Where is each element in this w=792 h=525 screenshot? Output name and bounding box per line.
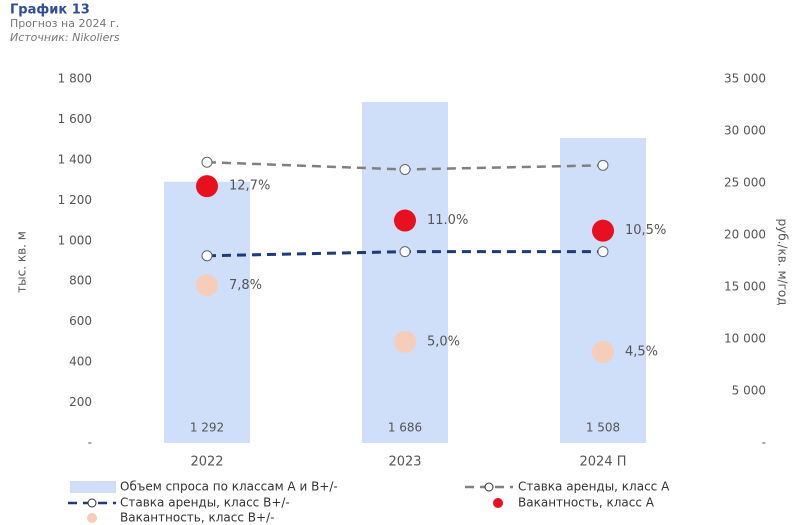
vacancy-dot xyxy=(394,330,416,353)
bar-value-label: 1 292 xyxy=(190,421,224,435)
vacancy-dot xyxy=(196,175,218,198)
chart-subtitle: Прогноз на 2024 г. xyxy=(10,17,119,30)
y2-axis-label: руб./кв. м/год xyxy=(776,219,790,306)
y2-tick-label: - xyxy=(762,436,766,450)
x-tick-label: 2024 П xyxy=(580,455,627,470)
y-tick-label: 1 600 xyxy=(58,112,92,126)
bar xyxy=(362,102,448,443)
legend-label: Вакантность, класс В+/- xyxy=(120,511,274,525)
y2-tick-label: 25 000 xyxy=(724,176,766,190)
vacancy-dot xyxy=(592,341,614,363)
legend-swatch xyxy=(493,498,503,508)
legend-swatch xyxy=(70,481,116,493)
y-tick-label: 800 xyxy=(69,274,92,288)
bar-value-label: 1 686 xyxy=(388,421,422,435)
legend-label: Ставка аренды, класс А xyxy=(518,480,670,494)
legend-label: Вакантность, класс А xyxy=(518,496,655,510)
y2-tick-label: 10 000 xyxy=(724,332,766,346)
vacancy-dot xyxy=(592,219,614,242)
bar-value-label: 1 508 xyxy=(586,421,620,435)
chart-title: График 13 xyxy=(10,3,90,18)
rent-marker xyxy=(201,156,213,168)
legend-label: Объем спроса по классам А и В+/- xyxy=(120,480,338,494)
vacancy-label: 7,8% xyxy=(229,278,262,293)
y2-tick-label: 20 000 xyxy=(724,228,766,242)
legend-marker xyxy=(484,482,494,492)
y-tick-label: 1 800 xyxy=(58,72,92,86)
vacancy-label: 12,7% xyxy=(229,179,270,194)
x-tick-label: 2023 xyxy=(388,455,421,470)
legend-marker xyxy=(87,498,97,508)
x-tick-label: 2022 xyxy=(190,455,223,470)
bar xyxy=(560,138,646,443)
y2-tick-label: 5 000 xyxy=(732,384,766,398)
y-tick-label: 1 400 xyxy=(58,152,92,166)
legend-label: Ставка аренды, класс В+/- xyxy=(120,496,290,510)
rent-marker xyxy=(201,250,213,262)
y-axis-label: тыс. кв. м xyxy=(15,231,29,293)
y-tick-label: 1 200 xyxy=(58,193,92,207)
y-tick-label: 400 xyxy=(69,355,92,369)
rent-marker xyxy=(597,159,609,171)
vacancy-label: 5,0% xyxy=(427,334,460,349)
y2-tick-label: 30 000 xyxy=(724,124,766,138)
rent-marker xyxy=(399,163,411,175)
vacancy-label: 4,5% xyxy=(625,345,658,360)
vacancy-dot xyxy=(394,209,416,232)
y-tick-label: 600 xyxy=(69,314,92,328)
y2-tick-label: 35 000 xyxy=(724,72,766,86)
vacancy-dot xyxy=(196,274,218,297)
vacancy-label: 11.0% xyxy=(427,213,468,228)
rent-marker xyxy=(399,246,411,258)
chart-source: Источник: Nikoliers xyxy=(10,31,120,44)
vacancy-label: 10,5% xyxy=(625,223,666,238)
y-tick-label: 200 xyxy=(69,395,92,409)
bar xyxy=(164,181,250,443)
y-tick-label: 1 000 xyxy=(58,233,92,247)
legend-swatch xyxy=(87,513,97,523)
y2-tick-label: 15 000 xyxy=(724,280,766,294)
y-tick-label: - xyxy=(88,436,92,450)
rent-marker xyxy=(597,246,609,258)
